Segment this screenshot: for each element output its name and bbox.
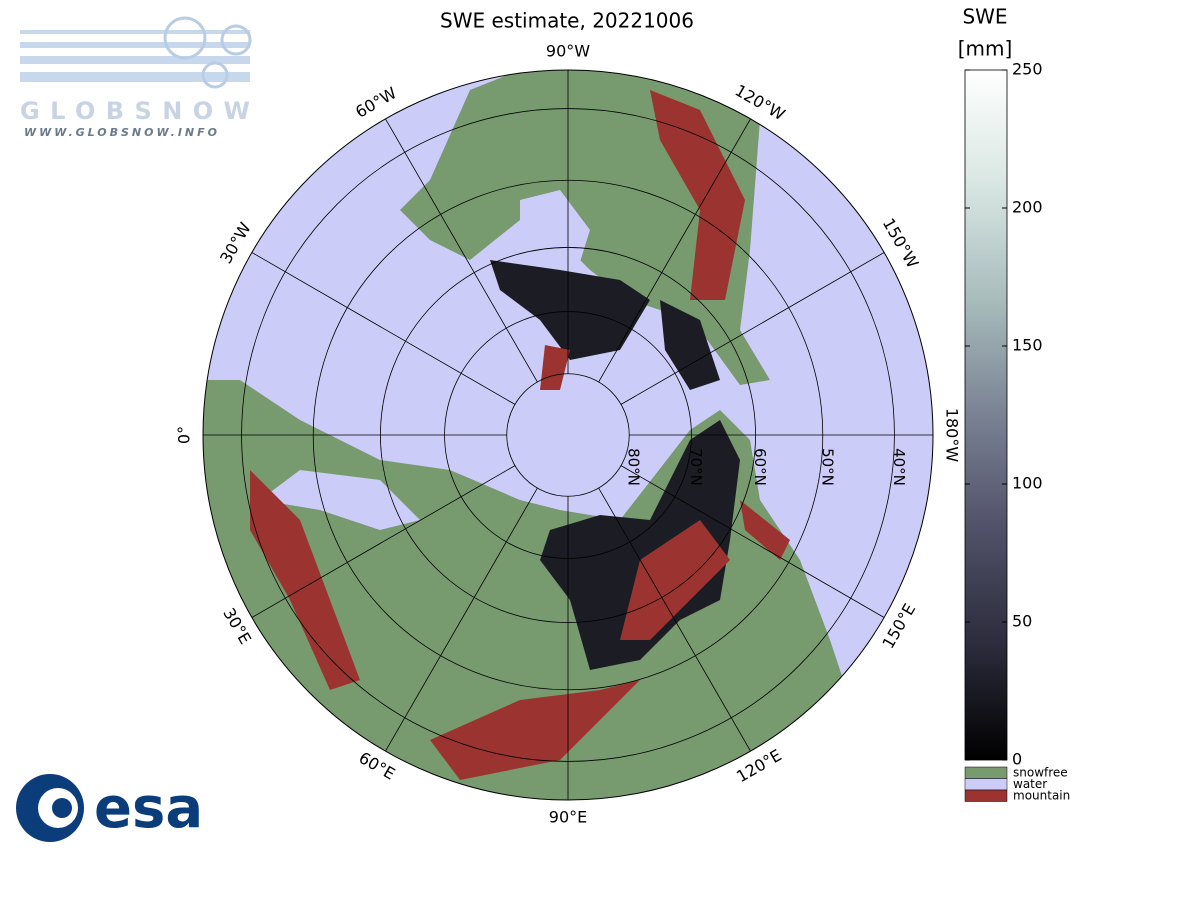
colorbar-tick-label: 250	[1012, 60, 1043, 79]
colorbar-unit: [mm]	[958, 37, 1013, 61]
latitude-label: 60°N	[751, 448, 769, 486]
colorbar-tick-label: 100	[1012, 474, 1043, 493]
legend-label: mountain	[1013, 789, 1070, 803]
latitude-label: 50°N	[818, 448, 836, 486]
globsnow-logo: GLOBSNOW WWW.GLOBSNOW.INFO	[20, 16, 252, 139]
meridian	[598, 487, 751, 752]
legend-swatch	[964, 766, 1008, 779]
title: SWE estimate, 20221006	[440, 9, 694, 33]
latitude-label: 80°N	[625, 448, 643, 486]
latitude-label: 40°N	[890, 448, 908, 486]
latitude-label: 70°N	[687, 448, 705, 486]
meridian	[385, 487, 538, 752]
colorbar-title: SWE	[962, 5, 1007, 29]
colorbar-tick-label: 200	[1012, 198, 1043, 217]
colorbar: SWE [mm] 0 50 100 150 200 250 snowfreewatermou…	[958, 5, 1071, 803]
colorbar-ramp	[964, 69, 1008, 761]
meridian	[598, 118, 751, 383]
meridian	[620, 252, 885, 405]
legend-swatch	[964, 778, 1008, 791]
longitude-label: 90°E	[549, 808, 587, 827]
land	[203, 70, 850, 800]
meridian	[620, 465, 885, 618]
meridian	[385, 118, 538, 383]
map: 80°N 70°N 60°N 50°N 40°N90°W60°W30°W0°30°E60…	[175, 42, 962, 827]
legend-label: snowfree	[1013, 766, 1068, 780]
longitude-label: 0°	[175, 426, 194, 444]
colorbar-tick-label: 0	[1012, 750, 1022, 769]
meridian	[251, 252, 516, 405]
esa-logo: esa	[16, 774, 203, 842]
meridian	[251, 465, 516, 618]
longitude-label: 180°W	[943, 408, 962, 463]
globsnow-text: GLOBSNOW	[20, 97, 250, 125]
colorbar-tick-label: 50	[1012, 612, 1032, 631]
globsnow-url: WWW.GLOBSNOW.INFO	[24, 126, 220, 139]
esa-text: esa	[94, 776, 203, 841]
colorbar-tick-label: 150	[1012, 336, 1043, 355]
legend-swatch	[964, 789, 1008, 802]
legend-label: water	[1013, 777, 1047, 791]
longitude-label: 90°W	[546, 42, 590, 61]
